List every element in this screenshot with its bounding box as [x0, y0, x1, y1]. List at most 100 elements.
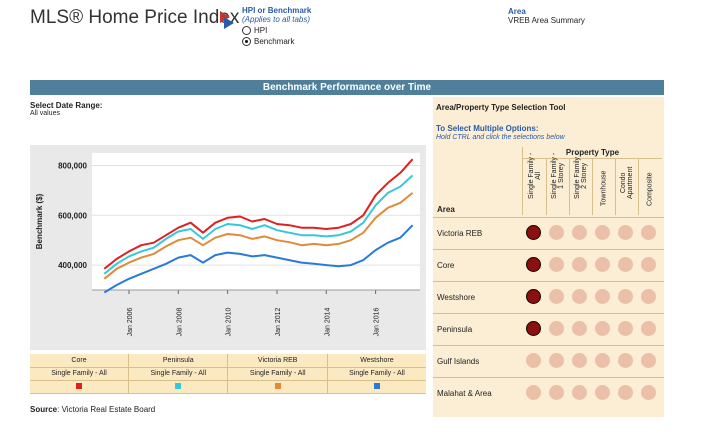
selection-dot[interactable] [641, 321, 656, 336]
property-type-header: Property Type [522, 147, 662, 159]
selection-dot[interactable] [526, 385, 541, 400]
source-text: : Victoria Real Estate Board [57, 405, 156, 414]
selection-dot[interactable] [618, 321, 633, 336]
selection-tool: Area/Property Type Selection Tool To Sel… [433, 97, 664, 417]
selection-dot[interactable] [526, 353, 541, 368]
x-tick-label: Jan 2016 [374, 307, 381, 336]
legend-name: Core [71, 356, 87, 364]
selection-dot[interactable] [595, 321, 610, 336]
column-header-label: Single Family - 2 Storey [574, 152, 588, 199]
legend-subtitle: Single Family - All [326, 367, 426, 380]
selection-dot[interactable] [549, 289, 564, 304]
column-headers: Single Family - All Single Family - 1 Sto… [522, 153, 662, 215]
series-line-peninsula[interactable] [103, 174, 414, 275]
x-tick-label: Jan 2006 [127, 307, 134, 336]
date-range-value[interactable]: All values [30, 110, 60, 117]
selection-dot[interactable] [572, 257, 587, 272]
selection-dot[interactable] [618, 385, 633, 400]
date-range-filter[interactable]: Select Date Range: All values [30, 101, 102, 117]
column-header-label: Composite [646, 172, 654, 206]
selection-dot[interactable] [526, 225, 541, 240]
selection-dot[interactable] [549, 385, 564, 400]
selection-dot[interactable] [526, 289, 541, 304]
selection-dot[interactable] [595, 353, 610, 368]
row-divider [433, 217, 664, 218]
legend-subtitles-row: Single Family - All Single Family - All … [30, 367, 426, 380]
selection-dot[interactable] [526, 321, 541, 336]
selection-dot[interactable] [595, 289, 610, 304]
selection-tool-title: Area/Property Type Selection Tool [436, 103, 566, 112]
column-header: Single Family - All [523, 153, 546, 215]
selection-tool-subtitle: To Select Multiple Options: [436, 124, 539, 133]
series-line-westshore[interactable] [103, 224, 414, 294]
area-label: Area [508, 7, 526, 16]
page-title: MLS® Home Price Index [30, 7, 240, 28]
selection-dot[interactable] [641, 385, 656, 400]
legend-names-row: Core Peninsula Victoria REB Westshore [30, 354, 426, 367]
selection-dot[interactable] [549, 257, 564, 272]
legend-name: Westshore [326, 354, 426, 367]
radio-hpi[interactable]: HPI [242, 26, 311, 35]
legend-name: Peninsula [128, 354, 228, 367]
selection-dot[interactable] [618, 353, 633, 368]
area-row-label: Malahat & Area [437, 389, 492, 398]
selection-dot[interactable] [526, 257, 541, 272]
radio-hpi-icon[interactable] [242, 26, 251, 35]
selection-dot[interactable] [549, 225, 564, 240]
y-axis-label: Benchmark ($) [35, 193, 44, 249]
selection-dot[interactable] [641, 353, 656, 368]
row-divider [433, 345, 664, 346]
legend-swatch-victoria-reb [274, 382, 281, 389]
radio-benchmark[interactable]: Benchmark [242, 37, 311, 46]
selection-dot[interactable] [641, 225, 656, 240]
selection-dot[interactable] [618, 257, 633, 272]
selection-dot[interactable] [572, 225, 587, 240]
selection-dot[interactable] [618, 289, 633, 304]
y-tick-label: 600,000 [58, 211, 87, 220]
area-value[interactable]: VREB Area Summary [508, 16, 585, 25]
section-banner: Benchmark Performance over Time [30, 80, 664, 95]
series-line-victoria-reb[interactable] [103, 192, 414, 280]
chart-legend: Core Peninsula Victoria REB Westshore Si… [30, 354, 426, 394]
selection-dot[interactable] [641, 289, 656, 304]
area-row-label: Peninsula [437, 325, 473, 334]
radio-benchmark-icon[interactable] [242, 37, 251, 46]
x-tick-label: Jan 2014 [324, 307, 331, 336]
selection-dot[interactable] [595, 225, 610, 240]
column-header: Composite [638, 159, 661, 215]
row-divider [433, 313, 664, 314]
y-tick-label: 800,000 [58, 161, 87, 170]
legend-subtitle: Single Family - All [227, 367, 328, 380]
area-row-label: Victoria REB [437, 229, 483, 238]
selection-dot[interactable] [595, 257, 610, 272]
source-label: Source [30, 405, 58, 414]
series-line-core[interactable] [103, 158, 414, 270]
mls-logo-icon [220, 11, 234, 29]
selection-dot[interactable] [572, 289, 587, 304]
selection-dot[interactable] [595, 385, 610, 400]
selection-dot[interactable] [618, 225, 633, 240]
area-header: Area VREB Area Summary [508, 7, 585, 25]
legend-swatch-peninsula [175, 382, 182, 389]
y-tick-label: 400,000 [58, 261, 87, 270]
date-range-label: Select Date Range: [30, 101, 103, 110]
selection-dot[interactable] [641, 257, 656, 272]
selection-tool-hint: Hold CTRL and click the selections below [436, 134, 565, 141]
selection-dot[interactable] [572, 353, 587, 368]
row-divider [433, 249, 664, 250]
legend-subtitle: Single Family - All [128, 367, 228, 380]
row-divider [433, 377, 664, 378]
column-header: Condo Apartment [615, 159, 638, 215]
hpi-benchmark-toggle: HPI or Benchmark (Applies to all tabs) H… [242, 6, 311, 46]
selection-dot[interactable] [572, 385, 587, 400]
selection-dot[interactable] [572, 321, 587, 336]
legend-subtitle: Single Family - All [51, 370, 107, 377]
column-header-label: Single Family - 1 Storey [551, 152, 565, 199]
radio-hpi-label: HPI [254, 26, 268, 35]
source-note: Source: Victoria Real Estate Board [30, 405, 155, 414]
selection-dot[interactable] [549, 321, 564, 336]
legend-swatches-row [30, 380, 426, 393]
selection-dot[interactable] [549, 353, 564, 368]
column-header: Single Family - 1 Storey [546, 153, 569, 215]
x-tick-label: Jan 2012 [275, 307, 282, 336]
